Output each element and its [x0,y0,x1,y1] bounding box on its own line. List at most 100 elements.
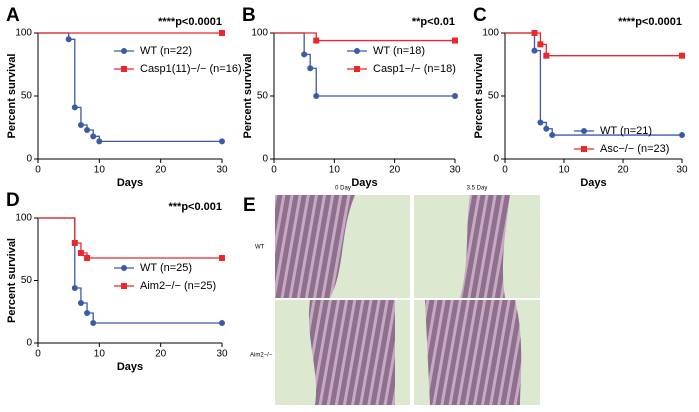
marker [543,52,550,59]
y-tick-label: 0 [262,154,268,165]
x-tick-label: 30 [216,165,228,176]
y-tick-label: 0 [493,154,499,165]
marker [77,121,84,128]
marker [71,240,78,246]
y-tick-label: 100 [15,213,32,224]
marker [84,127,91,134]
y-tick-label: 100 [482,28,499,39]
legend-label: Casp1−/− (n=18) [373,63,456,75]
annotation: **p<0.01 [412,16,455,28]
marker [84,310,91,316]
y-tick-label: 50 [21,275,33,286]
marker [71,104,78,111]
legend-marker [121,66,127,72]
marker [96,138,103,145]
x-axis-label: Days [351,177,377,189]
tissue [308,300,395,405]
x-tick-label: 20 [155,165,167,176]
annotation: ****p<0.0001 [158,16,222,28]
column-label: 3.5 Day [467,186,488,192]
panel-label: C [473,5,487,26]
y-axis-label: Percent survival [473,54,485,139]
tissue [425,300,522,405]
legend-marker [121,48,127,54]
survival-line [505,32,682,57]
survival-line [38,32,222,143]
y-axis-label: Percent survival [6,238,18,323]
x-tick-label: 20 [617,165,629,176]
x-tick-label: 0 [271,165,277,176]
y-tick-label: 50 [488,91,500,102]
y-tick-label: 100 [15,28,32,39]
marker [90,320,97,326]
y-tick-label: 50 [21,91,33,102]
x-tick-label: 10 [94,349,106,360]
marker [219,138,225,145]
tissue [275,195,355,298]
panel-label: B [242,5,256,26]
histology-images: E 0 Day 3.5 Day WT Aim2−/− [243,186,540,405]
marker [531,47,538,54]
marker [543,125,550,132]
x-tick-label: 0 [35,349,41,360]
x-tick-label: 30 [676,165,688,176]
annotation: ***p<0.001 [168,201,222,213]
marker [537,41,544,48]
legend-marker [121,265,127,271]
legend-marker [121,283,127,289]
survival-line [505,32,682,136]
legend-marker [581,128,587,134]
legend-label: Asc−/− (n=23) [600,143,669,155]
marker [301,51,308,58]
row-label: WT [255,245,265,251]
marker [313,37,320,44]
survival-line [38,217,222,324]
column-label: 0 Day [335,186,351,192]
tissue [460,195,510,298]
legend-label: WT (n=22) [140,45,192,57]
x-tick-label: 10 [329,165,341,176]
x-tick-label: 20 [389,165,401,176]
marker [549,132,556,139]
marker [219,255,225,261]
marker [71,285,78,291]
x-tick-label: 30 [449,165,461,176]
y-axis-label: Percent survival [6,54,18,139]
y-tick-label: 100 [251,28,268,39]
marker [679,52,685,59]
legend-marker [354,66,360,72]
marker [219,30,225,36]
survival-line [38,217,222,259]
survival-line [274,32,455,42]
legend-label: Aim2−/− (n=25) [140,280,216,292]
legend-marker [581,146,587,152]
x-axis-label: Days [117,177,143,189]
x-axis-label: Days [117,361,143,373]
survival-line [274,32,455,97]
panel-label: E [243,195,256,216]
x-tick-label: 0 [502,165,508,176]
panel-label: A [6,5,20,26]
y-tick-label: 0 [26,154,32,165]
legend-label: WT (n=18) [373,45,425,57]
marker [307,65,314,72]
marker [77,300,84,306]
marker [452,93,458,99]
legend-label: WT (n=21) [600,125,652,137]
marker [313,93,320,99]
legend-label: WT (n=25) [140,262,192,274]
marker [219,320,225,326]
row-label: Aim2−/− [250,353,273,359]
legend-marker [354,48,360,54]
x-tick-label: 10 [94,165,106,176]
marker [90,133,97,140]
x-tick-label: 10 [558,165,570,176]
marker [452,37,458,44]
marker [84,255,91,261]
legend-label: Casp1(11)−/− (n=16) [140,63,242,75]
annotation: ****p<0.0001 [618,16,682,28]
marker [679,132,685,139]
marker [537,119,544,126]
x-tick-label: 30 [216,349,228,360]
